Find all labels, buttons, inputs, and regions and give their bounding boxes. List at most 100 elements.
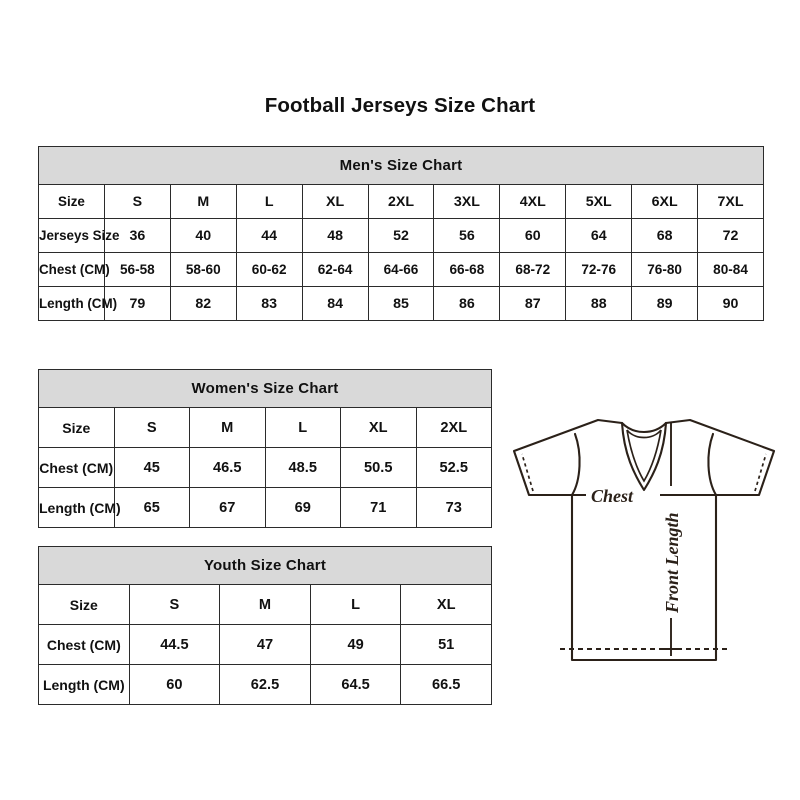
table-row: Length (CM) 79 82 83 84 85 86 87 88 89 9… (38, 286, 764, 321)
men-jerseys-size-7xl: 72 (697, 218, 764, 253)
women-header-2xl: 2XL (415, 407, 492, 448)
men-chest-7xl: 80-84 (697, 252, 764, 287)
men-length-s: 79 (103, 286, 171, 321)
men-chest-2xl: 64-66 (367, 252, 435, 287)
men-length-3xl: 86 (433, 286, 501, 321)
jersey-collar-top-edge (620, 421, 668, 434)
men-chest-5xl: 72-76 (565, 252, 633, 287)
youth-chest-l: 49 (309, 624, 402, 665)
youth-length-s: 60 (128, 664, 221, 705)
men-chest-xl: 62-64 (301, 252, 369, 287)
jersey-right-cuff-dash (754, 453, 767, 492)
men-jerseys-size-xl: 48 (301, 218, 369, 253)
table-caption-row: Youth Size Chart (38, 546, 492, 585)
men-length-7xl: 90 (697, 286, 764, 321)
youth-size-chart-table: Youth Size Chart Size S M L XL Chest (CM… (38, 546, 492, 705)
youth-length-label: Length (CM) (38, 664, 130, 705)
men-length-label: Length (CM) (38, 286, 117, 321)
men-length-2xl: 85 (367, 286, 435, 321)
men-jerseys-size-m: 40 (169, 218, 237, 253)
men-length-4xl: 87 (499, 286, 567, 321)
table-caption-row: Men's Size Chart (38, 146, 764, 185)
men-header-4xl: 4XL (499, 184, 567, 219)
men-chest-m: 58-60 (169, 252, 237, 287)
women-length-s: 65 (113, 487, 190, 528)
men-header-7xl: 7XL (697, 184, 764, 219)
youth-length-xl: 66.5 (400, 664, 492, 705)
women-length-l: 69 (264, 487, 341, 528)
youth-chest-xl: 51 (400, 624, 492, 665)
women-chest-2xl: 52.5 (415, 447, 492, 488)
youth-header-xl: XL (400, 584, 492, 625)
men-header-5xl: 5XL (565, 184, 633, 219)
women-chest-m: 46.5 (189, 447, 266, 488)
jersey-vneck-inner-band (626, 429, 662, 483)
jersey-right-sleeve-outline (664, 418, 776, 497)
men-header-xl: XL (301, 184, 369, 219)
youth-chest-s: 44.5 (128, 624, 221, 665)
women-length-m: 67 (189, 487, 266, 528)
men-chest-3xl: 66-68 (433, 252, 501, 287)
table-row: Length (CM) 65 67 69 71 73 (38, 487, 492, 528)
chest-measure-label: Chest (591, 486, 634, 506)
jersey-vneck-outer (620, 421, 668, 492)
table-row: Jerseys Size 36 40 44 48 52 56 60 64 68 … (38, 218, 764, 253)
table-row: Size S M L XL 2XL (38, 407, 492, 448)
men-header-2xl: 2XL (367, 184, 435, 219)
youth-length-m: 62.5 (219, 664, 311, 705)
men-chest-l: 60-62 (235, 252, 303, 287)
men-jerseys-size-s: 36 (103, 218, 171, 253)
table-row: Chest (CM) 44.5 47 49 51 (38, 624, 492, 665)
men-length-6xl: 89 (631, 286, 699, 321)
men-header-m: M (169, 184, 237, 219)
table-row: Chest (CM) 56-58 58-60 60-62 62-64 64-66… (38, 252, 764, 287)
men-jerseys-size-3xl: 56 (433, 218, 501, 253)
page-title: Football Jerseys Size Chart (264, 94, 536, 117)
front-length-measure-label: Front Length (662, 512, 682, 614)
youth-header-size-label: Size (38, 584, 130, 625)
men-jerseys-size-4xl: 60 (499, 218, 567, 253)
women-header-s: S (113, 407, 190, 448)
men-header-s: S (103, 184, 171, 219)
men-jerseys-size-5xl: 64 (565, 218, 633, 253)
table-row: Chest (CM) 45 46.5 48.5 50.5 52.5 (38, 447, 492, 488)
youth-header-m: M (219, 584, 311, 625)
jersey-right-armhole (707, 432, 718, 497)
men-jerseys-size-label: Jerseys Size (38, 218, 119, 253)
table-row: Size S M L XL 2XL 3XL 4XL 5XL 6XL 7XL (38, 184, 764, 219)
men-header-size-label: Size (38, 184, 105, 219)
women-chest-l: 48.5 (264, 447, 341, 488)
youth-chest-label: Chest (CM) (38, 624, 130, 665)
men-length-m: 82 (169, 286, 237, 321)
women-header-xl: XL (340, 407, 417, 448)
men-length-l: 83 (235, 286, 303, 321)
mens-size-chart-table: Men's Size Chart Size S M L XL 2XL 3XL 4… (38, 146, 764, 321)
women-chest-xl: 50.5 (340, 447, 417, 488)
jersey-left-armhole (570, 432, 581, 497)
youth-length-l: 64.5 (309, 664, 402, 705)
table-row: Size S M L XL (38, 584, 492, 625)
jersey-left-sleeve-outline (512, 418, 624, 497)
youth-header-l: L (309, 584, 402, 625)
table-row: Length (CM) 60 62.5 64.5 66.5 (38, 664, 492, 705)
men-chest-6xl: 76-80 (631, 252, 699, 287)
men-header-6xl: 6XL (631, 184, 699, 219)
jersey-collar-rib-curve (626, 429, 662, 439)
women-header-l: L (264, 407, 341, 448)
youth-header-s: S (128, 584, 221, 625)
womens-size-chart-table: Women's Size Chart Size S M L XL 2XL Che… (38, 369, 492, 528)
men-chest-label: Chest (CM) (38, 252, 110, 287)
youth-chest-m: 47 (219, 624, 311, 665)
youth-chart-caption: Youth Size Chart (38, 546, 492, 585)
men-header-3xl: 3XL (433, 184, 501, 219)
mens-chart-caption: Men's Size Chart (38, 146, 764, 185)
men-jerseys-size-6xl: 68 (631, 218, 699, 253)
men-header-l: L (235, 184, 303, 219)
women-length-2xl: 73 (415, 487, 492, 528)
jersey-left-cuff-dash (521, 453, 534, 492)
women-chest-s: 45 (113, 447, 190, 488)
women-length-xl: 71 (340, 487, 417, 528)
men-jerseys-size-l: 44 (235, 218, 303, 253)
men-jerseys-size-2xl: 52 (367, 218, 435, 253)
